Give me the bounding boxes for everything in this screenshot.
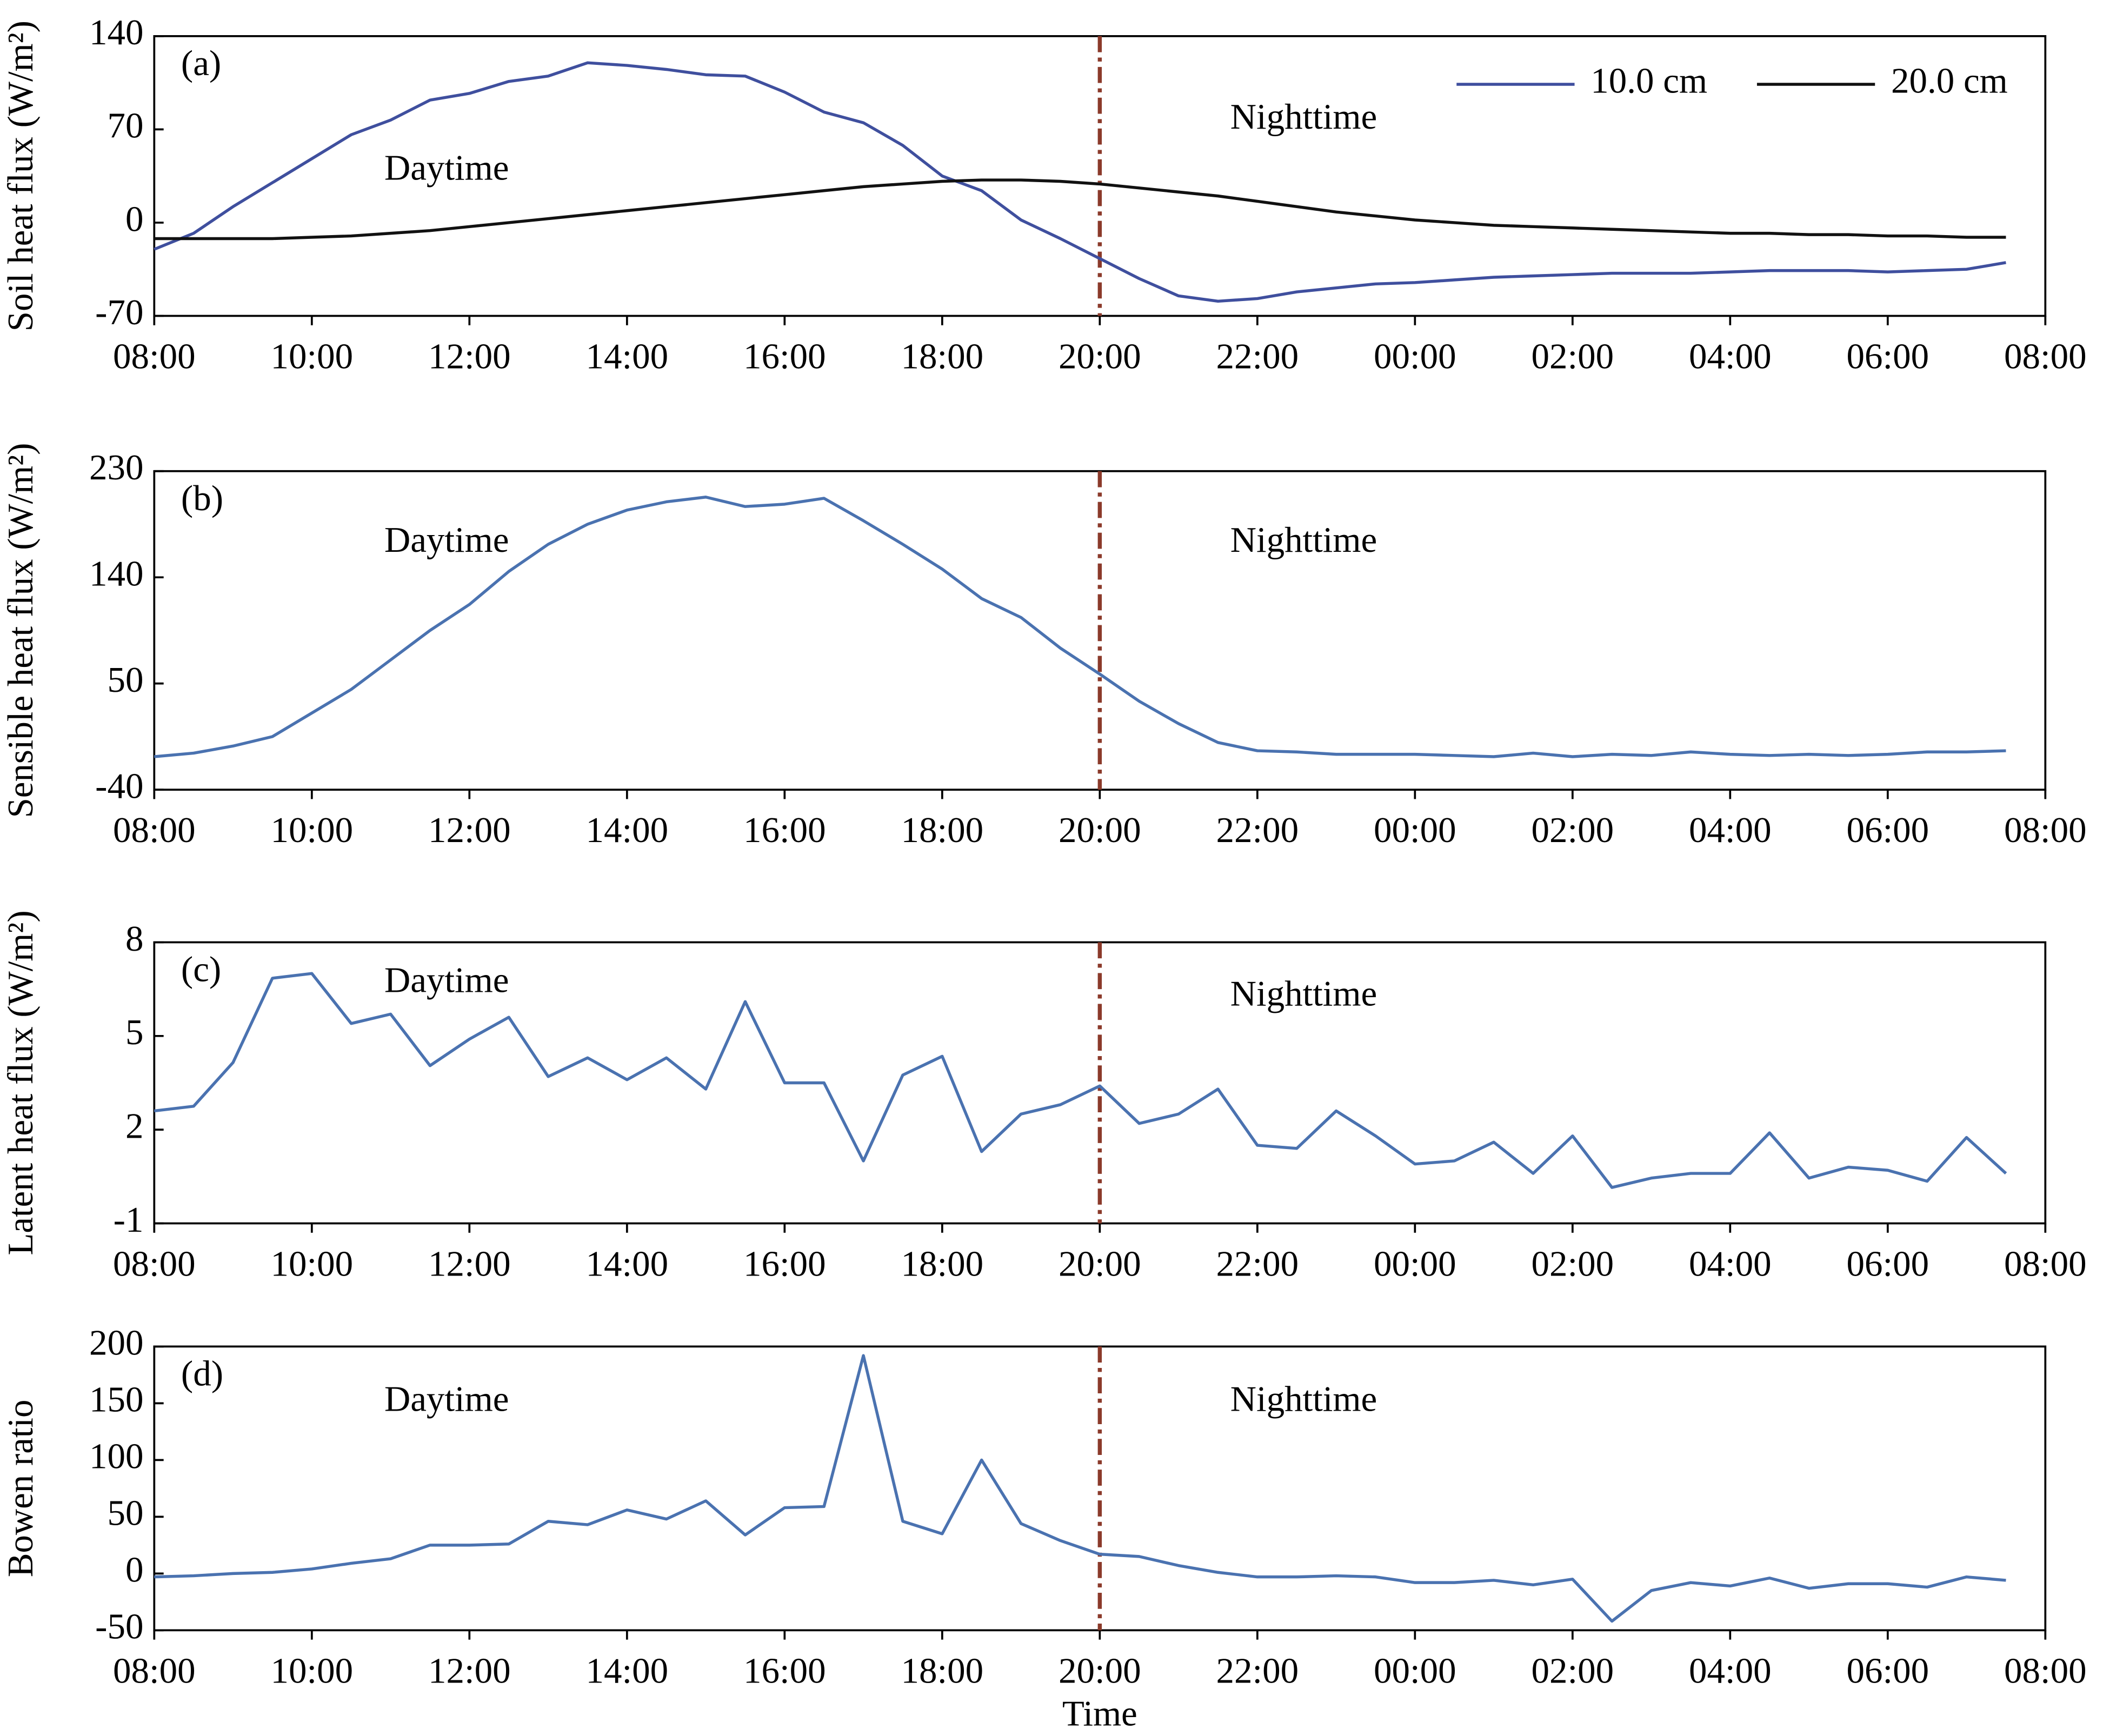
x-tick-label: 02:00 xyxy=(1532,1244,1614,1284)
y-tick-label: -70 xyxy=(95,292,143,332)
data-line xyxy=(154,178,2006,241)
y-axis-label: Soil heat flux (W/m²) xyxy=(1,21,41,331)
y-tick-label: 50 xyxy=(107,660,143,700)
x-tick-label: 06:00 xyxy=(1847,1244,1929,1284)
x-tick-label: 20:00 xyxy=(1059,1651,1141,1691)
x-tick-label: 18:00 xyxy=(901,337,984,377)
y-axis-label: Sensible heat flux (W/m²) xyxy=(1,443,41,818)
y-tick-label: 230 xyxy=(89,448,143,488)
x-tick-label: 18:00 xyxy=(901,810,984,850)
y-tick-label: 50 xyxy=(107,1493,143,1533)
y-tick-label: 2 xyxy=(125,1106,143,1146)
panel-label: (c) xyxy=(181,950,221,990)
y-tick-label: 0 xyxy=(125,1550,143,1590)
legend-label: 10.0 cm xyxy=(1590,61,1707,101)
annotation: Daytime xyxy=(384,520,509,560)
x-tick-label: 16:00 xyxy=(743,337,826,377)
panel-label: (d) xyxy=(181,1354,223,1394)
annotation: Nighttime xyxy=(1230,973,1377,1013)
x-tick-label: 08:00 xyxy=(2004,810,2087,850)
x-tick-label: 14:00 xyxy=(586,1244,669,1284)
x-tick-label: 20:00 xyxy=(1059,810,1141,850)
y-tick-label: 5 xyxy=(125,1012,143,1052)
panel-label: (b) xyxy=(181,478,223,518)
y-tick-label: -1 xyxy=(114,1200,144,1240)
x-tick-label: 04:00 xyxy=(1689,1651,1772,1691)
y-tick-label: 140 xyxy=(89,554,143,594)
y-tick-label: 0 xyxy=(125,199,143,239)
y-tick-label: 140 xyxy=(89,12,143,52)
x-tick-label: 04:00 xyxy=(1689,810,1772,850)
annotation: Daytime xyxy=(384,148,509,188)
y-tick-label: 150 xyxy=(89,1380,143,1420)
x-tick-label: 08:00 xyxy=(113,337,196,377)
x-tick-label: 12:00 xyxy=(428,1651,511,1691)
x-tick-label: 00:00 xyxy=(1374,810,1456,850)
x-tick-label: 10:00 xyxy=(271,810,354,850)
annotation: Nighttime xyxy=(1230,97,1377,137)
x-tick-label: 18:00 xyxy=(901,1244,984,1284)
x-tick-label: 16:00 xyxy=(743,1244,826,1284)
x-tick-label: 00:00 xyxy=(1374,1651,1456,1691)
y-tick-label: 200 xyxy=(89,1323,143,1363)
y-tick-label: -40 xyxy=(95,766,143,806)
x-tick-label: 06:00 xyxy=(1847,810,1929,850)
x-tick-label: 08:00 xyxy=(2004,337,2087,377)
data-line xyxy=(154,972,2007,1189)
x-tick-label: 08:00 xyxy=(113,1244,196,1284)
x-tick-label: 02:00 xyxy=(1532,810,1614,850)
annotation: Daytime xyxy=(384,960,509,1000)
x-tick-label: 22:00 xyxy=(1216,337,1299,377)
y-axis-label: Bowen ratio xyxy=(1,1400,41,1578)
x-tick-label: 12:00 xyxy=(428,810,511,850)
x-tick-label: 06:00 xyxy=(1847,337,1929,377)
data-line xyxy=(154,61,2006,303)
legend-label: 20.0 cm xyxy=(1891,61,2008,101)
x-tick-label: 20:00 xyxy=(1059,1244,1141,1284)
x-tick-label: 08:00 xyxy=(113,1651,196,1691)
x-tick-label: 14:00 xyxy=(586,337,669,377)
x-tick-label: 06:00 xyxy=(1847,1651,1929,1691)
x-tick-label: 08:00 xyxy=(113,810,196,850)
annotation: Daytime xyxy=(384,1379,509,1419)
x-tick-label: 16:00 xyxy=(743,810,826,850)
x-tick-label: 10:00 xyxy=(271,337,354,377)
annotation: Nighttime xyxy=(1230,1379,1377,1419)
x-tick-label: 22:00 xyxy=(1216,1651,1299,1691)
x-tick-label: 10:00 xyxy=(271,1651,354,1691)
x-tick-label: 18:00 xyxy=(901,1651,984,1691)
x-tick-label: 22:00 xyxy=(1216,1244,1299,1284)
x-tick-label: 00:00 xyxy=(1374,1244,1456,1284)
y-tick-label: 70 xyxy=(107,106,143,146)
x-tick-label: 08:00 xyxy=(2004,1244,2087,1284)
x-tick-label: 08:00 xyxy=(2004,1651,2087,1691)
x-axis-label: Time xyxy=(1062,1694,1137,1734)
y-tick-label: 8 xyxy=(125,919,143,959)
x-tick-label: 04:00 xyxy=(1689,1244,1772,1284)
x-tick-label: 22:00 xyxy=(1216,810,1299,850)
x-tick-label: 14:00 xyxy=(586,810,669,850)
x-tick-label: 20:00 xyxy=(1059,337,1141,377)
x-tick-label: 02:00 xyxy=(1532,337,1614,377)
x-tick-label: 16:00 xyxy=(743,1651,826,1691)
panel-label: (a) xyxy=(181,43,221,83)
y-axis-label: Latent heat flux (W/m²) xyxy=(1,910,41,1255)
annotation: Nighttime xyxy=(1230,520,1377,560)
data-line xyxy=(154,1354,2006,1623)
y-tick-label: 100 xyxy=(89,1437,143,1477)
x-tick-label: 02:00 xyxy=(1532,1651,1614,1691)
x-tick-label: 00:00 xyxy=(1374,337,1456,377)
x-tick-label: 04:00 xyxy=(1689,337,1772,377)
x-tick-label: 12:00 xyxy=(428,337,511,377)
x-tick-label: 10:00 xyxy=(271,1244,354,1284)
data-line xyxy=(154,496,2006,758)
y-tick-label: -50 xyxy=(95,1607,143,1647)
x-tick-label: 14:00 xyxy=(586,1651,669,1691)
x-tick-label: 12:00 xyxy=(428,1244,511,1284)
